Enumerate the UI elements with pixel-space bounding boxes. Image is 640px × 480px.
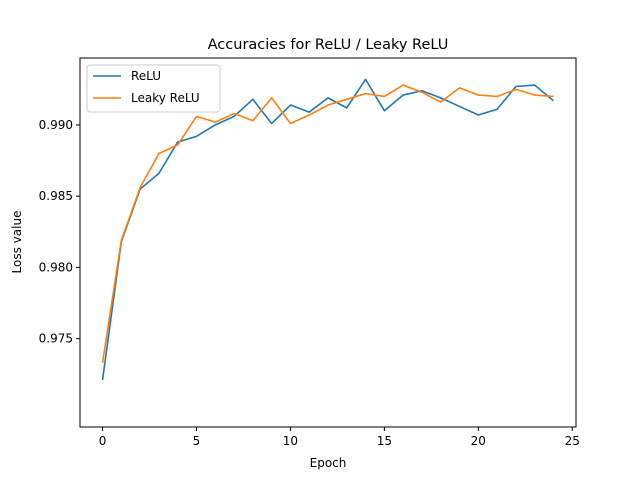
x-tick-label: 15 bbox=[377, 434, 392, 448]
x-tick-label: 25 bbox=[565, 434, 580, 448]
x-tick-label: 10 bbox=[283, 434, 298, 448]
y-axis: 0.975 0.980 0.985 0.990 bbox=[39, 118, 80, 346]
series-line-relu bbox=[101, 78, 554, 381]
chart-title: Accuracies for ReLU / Leaky ReLU bbox=[208, 37, 449, 53]
x-tick-label: 20 bbox=[471, 434, 486, 448]
plot-frame bbox=[79, 57, 577, 428]
series-line-leaky-relu bbox=[101, 84, 554, 364]
y-axis-label: Loss value bbox=[10, 211, 24, 274]
y-tick-label: 0.985 bbox=[39, 189, 73, 203]
x-axis-label: Epoch bbox=[310, 456, 347, 470]
x-axis: 0 5 10 15 20 25 bbox=[99, 427, 580, 448]
legend: ReLU Leaky ReLU bbox=[86, 64, 221, 113]
y-tick-label: 0.975 bbox=[39, 332, 73, 346]
legend-label-relu: ReLU bbox=[131, 69, 161, 83]
y-tick-label: 0.980 bbox=[39, 260, 73, 274]
x-tick-label: 5 bbox=[193, 434, 201, 448]
legend-label-leaky-relu: Leaky ReLU bbox=[131, 91, 200, 105]
y-tick-label: 0.990 bbox=[39, 118, 73, 132]
plot-area bbox=[101, 78, 554, 381]
x-tick-label: 0 bbox=[99, 434, 107, 448]
